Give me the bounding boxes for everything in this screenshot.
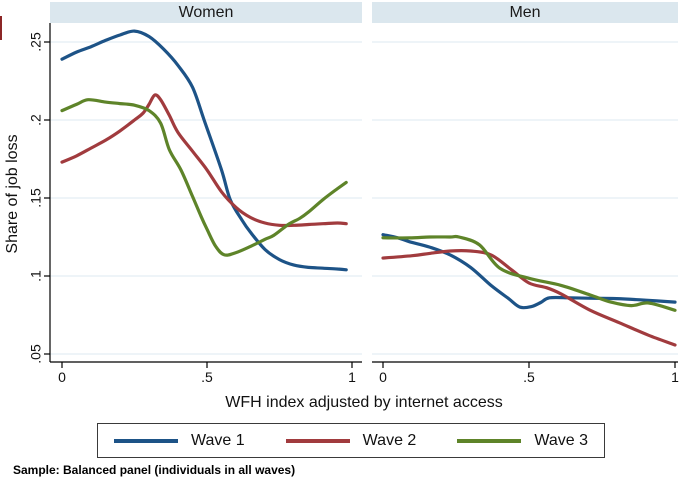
y-tick-label: .1 (27, 270, 44, 282)
line-men-wave-3 (381, 234, 677, 312)
legend-line-wave-3 (457, 438, 522, 443)
screenshot-edge-artifact (0, 16, 2, 40)
line-women-wave-3 (60, 98, 348, 257)
legend-label-wave-2: Wave 2 (362, 431, 417, 449)
legend-item-wave-2: Wave 2 (285, 431, 417, 450)
legend: Wave 1 Wave 2 Wave 3 (97, 423, 605, 458)
legend-label-wave-3: Wave 3 (534, 431, 588, 449)
line-women-wave-2 (60, 93, 348, 228)
y-tick-label: .15 (27, 188, 44, 208)
panel-title-women: Women (50, 2, 362, 23)
line-women-wave-1 (60, 29, 348, 272)
x-tick-label: .5 (523, 369, 535, 385)
y-axis-title: Share of job loss (4, 134, 21, 254)
y-tick-label: .25 (27, 32, 44, 52)
x-tick-label: 1 (671, 369, 679, 385)
x-tick-label: 1 (348, 369, 356, 385)
legend-item-wave-1: Wave 1 (114, 432, 245, 450)
panel-title-men: Men (372, 2, 678, 23)
legend-item-wave-3: Wave 3 (457, 432, 588, 450)
x-tick-label: 0 (58, 369, 66, 385)
legend-label-wave-1: Wave 1 (191, 431, 245, 449)
legend-line-wave-1 (114, 438, 178, 443)
sample-note: Sample: Balanced panel (individuals in a… (13, 463, 296, 477)
y-tick-label: .2 (27, 114, 44, 126)
y-tick-label: .05 (27, 344, 44, 364)
x-tick-label: .5 (201, 369, 213, 385)
x-axis-title: WFH index adjusted by internet access (225, 394, 503, 411)
panel-title-men-label: Men (509, 3, 541, 21)
x-tick-label: 0 (379, 369, 387, 385)
legend-line-wave-2 (285, 438, 350, 443)
line-men-wave-1 (381, 233, 677, 310)
panel-title-women-label: Women (178, 3, 234, 21)
